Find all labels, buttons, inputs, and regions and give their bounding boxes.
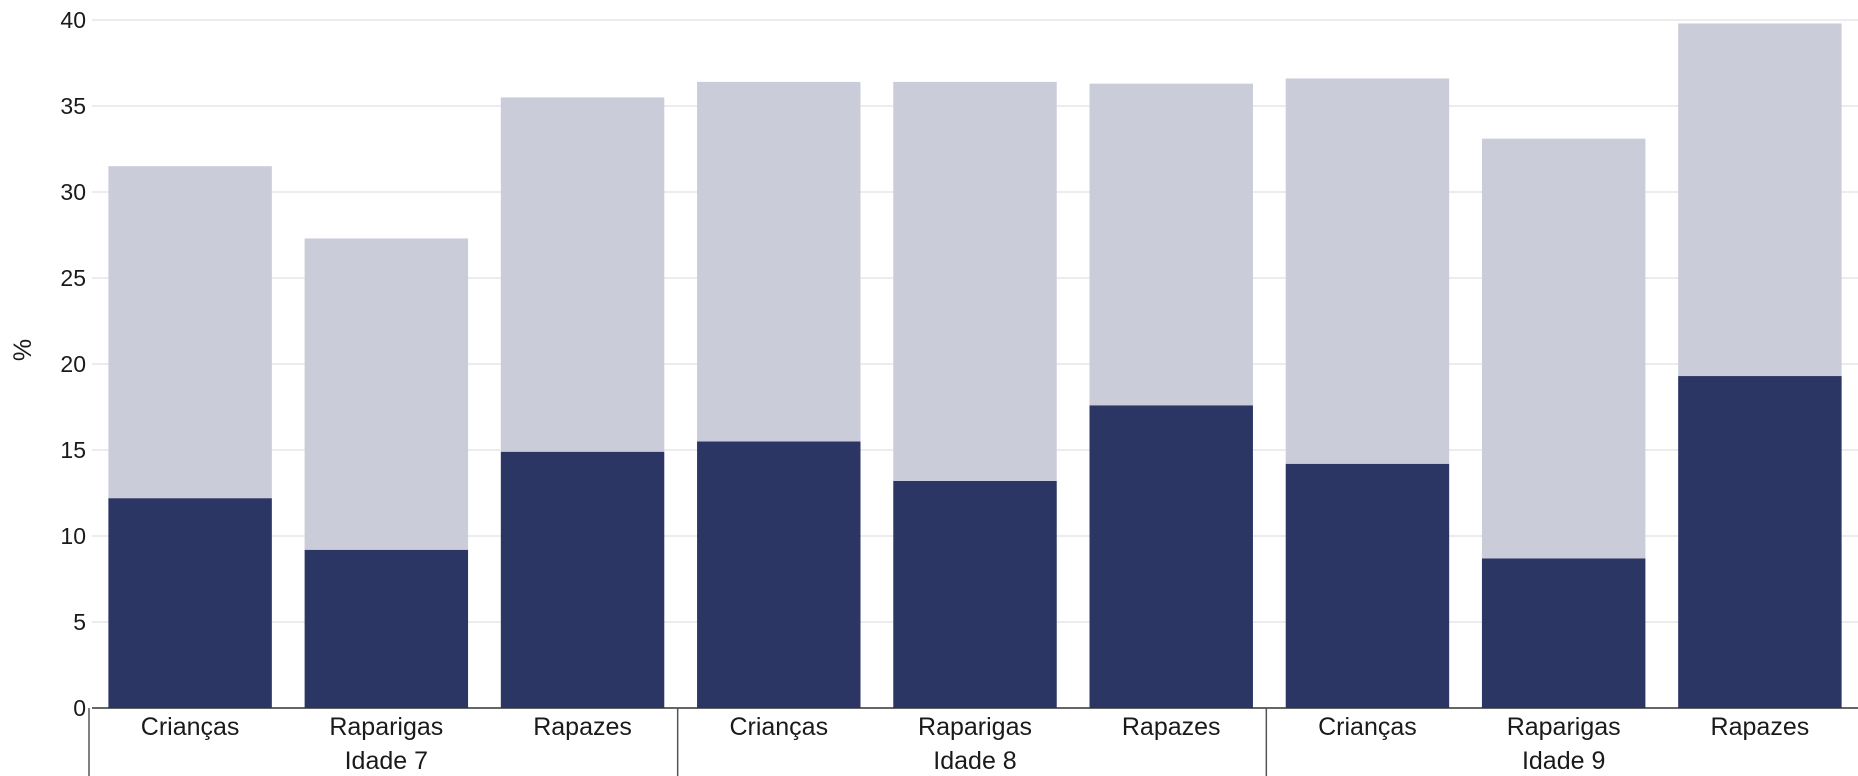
x-category-label: Raparigas [918,713,1032,741]
bar-segment-series-1 [304,549,469,708]
bar-segment-series-1 [1285,463,1450,708]
y-tick-label: 10 [60,523,86,549]
x-category-label: Crianças [1318,713,1417,741]
y-axis-title: % [9,339,37,361]
y-tick-label: 25 [60,265,86,291]
x-group-label: Idade 7 [345,747,428,775]
y-tick-label: 35 [60,93,86,119]
x-category-label: Raparigas [329,713,443,741]
bar-segment-series-1 [500,451,665,708]
x-category-label: Rapazes [1122,713,1221,741]
bar-segment-series-1 [1089,405,1253,708]
bar-segment-series-2 [304,238,469,550]
bars [108,23,1842,708]
bar-segment-series-2 [108,166,272,499]
y-tick-label: 40 [60,7,86,33]
x-category-label: Crianças [729,713,828,741]
bar-segment-series-2 [893,81,1057,481]
bar-segment-series-2 [697,81,861,442]
x-category-label: Rapazes [1711,713,1810,741]
y-tick-label: 15 [60,437,86,463]
axes: 0 5 10 15 20 25 30 35 40 Crianças Raparigas Rapazes… [60,7,1858,776]
x-category-label: Rapazes [533,713,632,741]
x-category-label: Crianças [141,713,240,741]
x-category-label: Raparigas [1507,713,1621,741]
y-tick-label: 5 [73,609,86,635]
bar-segment-series-2 [1678,23,1842,377]
bar-segment-series-2 [1089,83,1253,406]
bar-segment-series-2 [500,97,665,452]
y-tick-label: 0 [73,695,86,721]
bar-segment-series-1 [108,498,272,708]
bar-segment-series-1 [697,441,861,708]
x-group-label: Idade 8 [933,747,1016,775]
bar-segment-series-2 [1285,78,1450,464]
bar-segment-series-1 [893,480,1057,708]
y-tick-label: 20 [60,351,86,377]
bar-segment-series-1 [1678,376,1842,708]
y-tick-label: 30 [60,179,86,205]
bar-segment-series-1 [1481,558,1646,708]
x-group-label: Idade 9 [1522,747,1605,775]
bar-segment-series-2 [1481,138,1646,559]
